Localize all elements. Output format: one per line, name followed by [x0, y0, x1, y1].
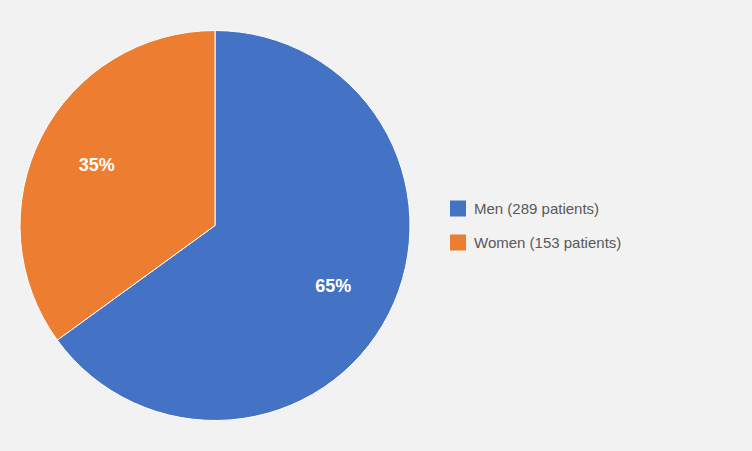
data-labels: 65% 35% — [79, 155, 351, 295]
pie-slice — [20, 31, 215, 341]
legend: Men (289 patients) Women (153 patients) — [450, 200, 621, 251]
slices — [20, 31, 410, 421]
legend-label: Men (289 patients) — [474, 200, 599, 217]
legend-label: Women (153 patients) — [474, 234, 621, 251]
legend-swatch — [450, 235, 466, 251]
data-label: 65% — [315, 276, 351, 296]
chart-container: 65% 35% Men (289 patients) Women (153 patie… — [0, 0, 752, 451]
data-label: 35% — [79, 155, 115, 175]
legend-swatch — [450, 201, 466, 217]
chart: 65% 35% Men (289 patients) Women (153 patie… — [0, 0, 752, 451]
